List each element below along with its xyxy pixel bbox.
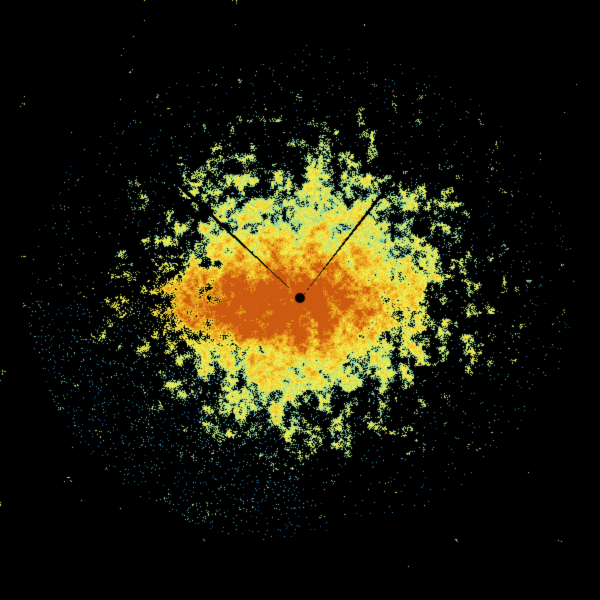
radar-reflectivity-image	[0, 0, 600, 600]
